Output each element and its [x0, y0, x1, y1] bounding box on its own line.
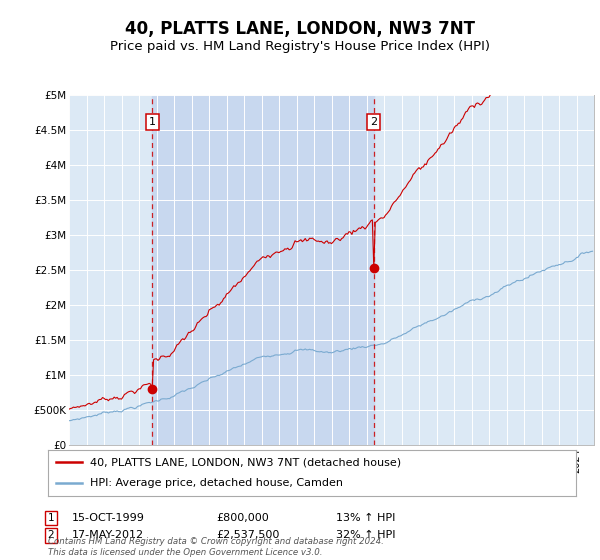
Text: 2: 2: [370, 117, 377, 127]
Text: 1: 1: [149, 117, 155, 127]
Text: Contains HM Land Registry data © Crown copyright and database right 2024.
This d: Contains HM Land Registry data © Crown c…: [48, 537, 384, 557]
Text: £2,537,500: £2,537,500: [216, 530, 280, 540]
Text: 32% ↑ HPI: 32% ↑ HPI: [336, 530, 395, 540]
Text: 15-OCT-1999: 15-OCT-1999: [72, 513, 145, 523]
Text: HPI: Average price, detached house, Camden: HPI: Average price, detached house, Camd…: [90, 478, 343, 488]
Text: £800,000: £800,000: [216, 513, 269, 523]
Text: 2: 2: [47, 530, 55, 540]
Text: Price paid vs. HM Land Registry's House Price Index (HPI): Price paid vs. HM Land Registry's House …: [110, 40, 490, 53]
Text: 1: 1: [47, 513, 55, 523]
Bar: [152, 95, 374, 445]
Text: 17-MAY-2012: 17-MAY-2012: [72, 530, 144, 540]
Text: 40, PLATTS LANE, LONDON, NW3 7NT (detached house): 40, PLATTS LANE, LONDON, NW3 7NT (detach…: [90, 457, 401, 467]
Text: 40, PLATTS LANE, LONDON, NW3 7NT: 40, PLATTS LANE, LONDON, NW3 7NT: [125, 20, 475, 38]
Text: 13% ↑ HPI: 13% ↑ HPI: [336, 513, 395, 523]
